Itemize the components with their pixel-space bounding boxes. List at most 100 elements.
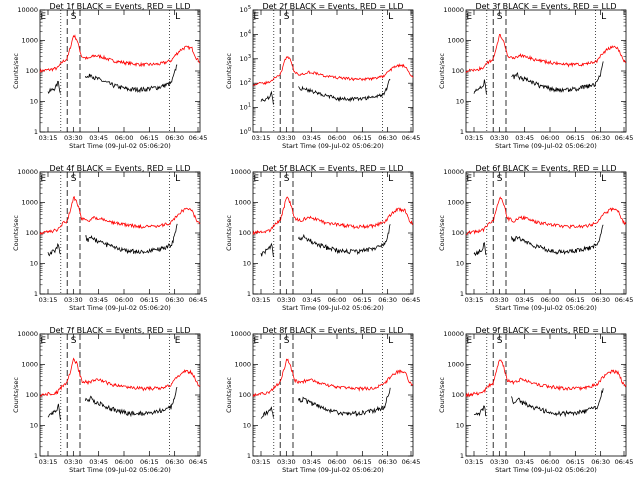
x-tick-label: 03:30 xyxy=(64,458,83,466)
y-tick-label: 100 xyxy=(239,229,251,237)
lld-series-line xyxy=(465,34,626,73)
y-tick-label: 10 xyxy=(456,260,464,268)
marker-label: E xyxy=(40,174,46,184)
x-tick-label: 03:45 xyxy=(302,458,321,466)
plot-frame xyxy=(39,171,201,295)
y-axis-label: Counts/sec xyxy=(12,215,20,251)
events-series-line xyxy=(260,78,391,105)
events-series-line xyxy=(260,224,391,258)
events-series-line xyxy=(47,223,178,257)
x-tick-label: 06:45 xyxy=(402,296,421,304)
marker-label: L xyxy=(175,174,180,184)
y-tick-label: 10 xyxy=(30,422,38,430)
x-tick-label: 06:15 xyxy=(140,458,159,466)
x-axis-label: Start Time (09-Jul-02 05:06:20) xyxy=(495,466,597,474)
marker-label: E xyxy=(466,336,472,346)
marker-label: S xyxy=(71,336,77,346)
x-tick-label: 03:15 xyxy=(465,134,484,142)
x-tick-label: 06:45 xyxy=(615,134,634,142)
x-tick-label: 03:15 xyxy=(39,458,58,466)
y-tick-label: 10000 xyxy=(443,330,464,338)
events-series-line xyxy=(260,387,391,419)
y-axis-label: Counts/sec xyxy=(438,377,446,413)
panel-7: Det 7f BLACK = Events, RED = LLD 1 10 100 10… xyxy=(12,326,207,474)
x-tick-label: 06:15 xyxy=(353,458,372,466)
x-tick-label: 03:45 xyxy=(515,134,534,142)
x-axis-label: Start Time (09-Jul-02 05:06:20) xyxy=(495,142,597,150)
y-tick-label: 1 xyxy=(460,290,464,298)
x-tick-label: 06:30 xyxy=(591,134,610,142)
marker-label: E xyxy=(253,336,259,346)
events-series-line xyxy=(47,387,178,420)
plot-frame xyxy=(465,171,627,295)
y-tick-label: 100 xyxy=(240,127,251,136)
marker-label: E xyxy=(253,12,259,22)
y-tick-label: 104 xyxy=(240,29,251,38)
x-axis-label: Start Time (09-Jul-02 05:06:20) xyxy=(495,304,597,312)
x-tick-label: 06:00 xyxy=(541,134,560,142)
events-series-line xyxy=(473,388,604,418)
y-tick-label: 1000 xyxy=(234,361,251,369)
x-tick-label: 06:30 xyxy=(591,458,610,466)
x-tick-label: 03:30 xyxy=(490,458,509,466)
x-tick-label: 06:00 xyxy=(328,296,347,304)
x-tick-label: 06:30 xyxy=(165,458,184,466)
x-tick-label: 03:45 xyxy=(515,296,534,304)
y-axis-label: Counts/sec xyxy=(438,53,446,89)
x-tick-label: 03:15 xyxy=(39,296,58,304)
panel-2: Det 2f BLACK = Events, RED = LLD 100 101 10… xyxy=(225,2,420,150)
x-tick-label: 06:15 xyxy=(566,296,585,304)
x-tick-label: 06:30 xyxy=(165,296,184,304)
y-tick-label: 1 xyxy=(247,452,251,460)
lld-series-line xyxy=(252,358,414,397)
lld-series-line xyxy=(39,34,201,73)
marker-label: L xyxy=(601,12,606,22)
panel-title: Det 4f BLACK = Events, RED = LLD xyxy=(49,164,190,173)
events-series-line xyxy=(473,61,604,95)
plot-frame xyxy=(465,333,627,457)
panel-6: Det 6f BLACK = Events, RED = LLD 1 10 100 10… xyxy=(438,164,633,312)
y-axis-label: Counts/sec xyxy=(438,215,446,251)
y-tick-label: 10000 xyxy=(17,6,38,14)
x-tick-label: 03:45 xyxy=(89,296,108,304)
y-tick-label: 105 xyxy=(240,5,251,14)
x-tick-label: 06:30 xyxy=(378,296,397,304)
x-axis-label: Start Time (09-Jul-02 05:06:20) xyxy=(69,142,171,150)
lld-series-line xyxy=(252,55,414,87)
marker-label: E xyxy=(40,336,46,346)
y-tick-label: 100 xyxy=(26,391,38,399)
marker-label: S xyxy=(497,174,503,184)
x-tick-label: 06:45 xyxy=(189,134,208,142)
y-tick-label: 10000 xyxy=(443,168,464,176)
plot-frame xyxy=(252,9,414,133)
plot-frame xyxy=(465,9,627,133)
y-tick-label: 1 xyxy=(34,128,38,136)
y-tick-label: 10 xyxy=(456,98,464,106)
marker-label: S xyxy=(497,12,503,22)
marker-label: E xyxy=(40,12,46,22)
y-tick-label: 1 xyxy=(460,128,464,136)
panel-3: Det 3f BLACK = Events, RED = LLD 1 10 100 10… xyxy=(438,2,633,150)
y-tick-label: 1000 xyxy=(447,37,464,45)
x-tick-label: 06:00 xyxy=(541,296,560,304)
x-tick-label: 03:15 xyxy=(465,296,484,304)
events-series-line xyxy=(47,64,178,95)
y-tick-label: 10000 xyxy=(443,6,464,14)
x-tick-label: 06:30 xyxy=(165,134,184,142)
y-tick-label: 10 xyxy=(30,98,38,106)
y-tick-label: 1 xyxy=(34,452,38,460)
x-tick-label: 03:30 xyxy=(277,458,296,466)
panel-5: Det 5f BLACK = Events, RED = LLD 1 10 100 10… xyxy=(225,164,420,312)
y-tick-label: 1 xyxy=(34,290,38,298)
x-tick-label: 03:15 xyxy=(252,296,271,304)
panel-title: Det 8f BLACK = Events, RED = LLD xyxy=(262,326,403,335)
y-tick-label: 102 xyxy=(240,78,251,87)
x-tick-label: 06:00 xyxy=(115,134,134,142)
y-tick-label: 1000 xyxy=(21,361,38,369)
x-tick-label: 06:15 xyxy=(140,296,159,304)
y-tick-label: 1000 xyxy=(21,37,38,45)
marker-label: E xyxy=(253,174,259,184)
marker-label: E xyxy=(466,174,472,184)
marker-label: S xyxy=(497,336,503,346)
